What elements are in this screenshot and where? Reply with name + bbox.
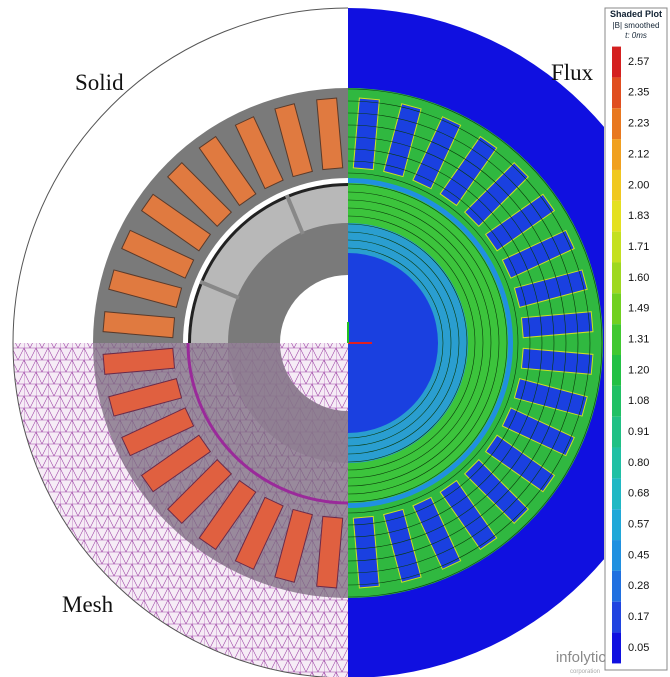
legend-swatch [612, 386, 621, 417]
legend-label: 2.12 [628, 148, 649, 160]
page: {"labels": {"solid": "Solid", "flux": "F… [0, 0, 670, 677]
legend-swatch [612, 355, 621, 386]
legend-swatch [612, 262, 621, 293]
legend-swatch [612, 478, 621, 509]
legend-swatch [612, 139, 621, 170]
legend-swatch [612, 201, 621, 232]
legend-swatch [612, 448, 621, 479]
legend-swatch [612, 77, 621, 108]
legend-swatch [612, 417, 621, 448]
legend-label: 0.28 [628, 580, 649, 592]
legend-label: 1.83 [628, 210, 649, 222]
legend-label: 2.57 [628, 56, 649, 68]
legend-label: 0.05 [628, 642, 649, 654]
legend-label: 0.45 [628, 549, 649, 561]
legend-swatch [612, 540, 621, 571]
legend-swatch [612, 170, 621, 201]
logo-sub: corporation [570, 669, 600, 675]
legend-label: 1.49 [628, 303, 649, 315]
legend-swatch [612, 232, 621, 263]
legend-swatch [612, 509, 621, 540]
flux-label: Flux [551, 60, 594, 85]
legend-label: 2.00 [628, 179, 649, 191]
legend-swatch [612, 293, 621, 324]
legend-swatch [612, 324, 621, 355]
legend-label: 0.68 [628, 488, 649, 500]
legend-swatch [612, 47, 621, 78]
legend-label: 0.57 [628, 519, 649, 531]
legend-title: Shaded Plot [610, 9, 662, 19]
legend-subtitle: |B| smoothed [613, 21, 660, 30]
legend-swatch [612, 571, 621, 602]
solid-label: Solid [75, 70, 124, 95]
legend-label: 2.23 [628, 118, 649, 130]
legend-label: 1.71 [628, 241, 649, 253]
legend-swatch [612, 633, 621, 664]
legend-swatch [612, 108, 621, 139]
motor-view: Solid Flux Mesh infolytica corporation S… [0, 0, 670, 677]
legend-label: 1.31 [628, 333, 649, 345]
legend-time: t: 0ms [625, 31, 647, 40]
legend-label: 0.17 [628, 611, 649, 623]
mesh-label: Mesh [62, 592, 114, 617]
legend-label: 1.60 [628, 272, 649, 284]
legend-label: 0.80 [628, 457, 649, 469]
legend-swatch [612, 602, 621, 633]
legend-label: 1.20 [628, 364, 649, 376]
legend-label: 2.35 [628, 87, 649, 99]
legend-label: 0.91 [628, 426, 649, 438]
legend-label: 1.08 [628, 395, 649, 407]
